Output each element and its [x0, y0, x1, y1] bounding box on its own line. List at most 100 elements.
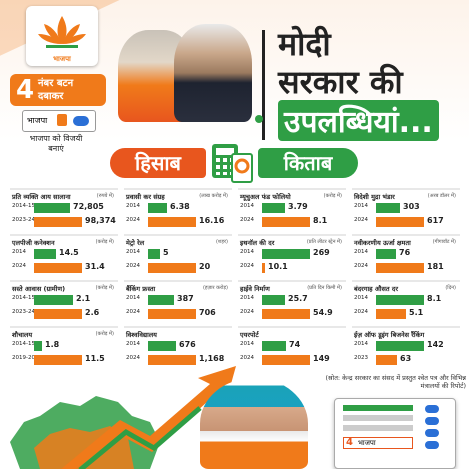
- stat-title: एलपीजी कनेक्शन: [12, 239, 55, 247]
- stat-unit: (प्रति दिन किमी में): [307, 285, 342, 291]
- evm-mini: भाजपा: [22, 110, 96, 132]
- stat-row: 2014 8.1: [354, 294, 458, 306]
- evm-row: [343, 415, 413, 421]
- stat-value: 2.1: [76, 294, 91, 303]
- stat-card: हाईवे निर्माण (प्रति दिन किमी में) 2014 25.…: [238, 280, 346, 324]
- stat-bar: [34, 355, 82, 365]
- stat-year: 2014: [126, 203, 140, 209]
- stat-card: सस्ते आवास (ग्रामीण) (करोड़ में) 2014-15 2.…: [10, 280, 118, 324]
- stat-value: 25.7: [288, 294, 308, 303]
- stat-bar: [376, 355, 397, 365]
- stat-value: 63: [400, 354, 412, 363]
- headline-line2: सरकार की: [278, 63, 403, 101]
- logo-label: भाजपा: [53, 55, 71, 63]
- stat-card: बंदरगाह औसत दर (दिन) 2014 8.1 2024 5.1: [352, 280, 460, 324]
- stat-year: 2014: [240, 341, 254, 347]
- stat-row: 2023-24 98,374: [12, 216, 116, 228]
- stat-value: 10.1: [268, 262, 288, 271]
- stat-value: 142: [427, 340, 444, 349]
- stat-row: 2024 706: [126, 308, 230, 320]
- stat-row: 2014 14.5: [12, 248, 116, 260]
- stat-value: 303: [403, 202, 420, 211]
- stat-bar: [376, 249, 396, 259]
- stat-year: 2024: [12, 263, 26, 269]
- stat-row: 2014 142: [354, 340, 458, 352]
- stat-bar: [262, 203, 285, 213]
- stat-year: 2014-15: [12, 341, 35, 347]
- stat-card: एयरपोर्ट 2014 74 2024 149: [238, 326, 346, 370]
- stat-unit: (करोड़ में): [95, 331, 114, 337]
- stat-unit: (गीगावॉट में): [432, 239, 456, 245]
- stat-unit: (अरब डॉलर में): [427, 193, 456, 199]
- stat-value: 617: [427, 216, 444, 225]
- stat-title: इथनॉल की दर: [240, 239, 275, 247]
- stat-year: 2014: [354, 295, 368, 301]
- growth-arrow-graphic: [61, 366, 236, 469]
- stat-unit: (करोड़ में): [323, 193, 342, 199]
- stat-row: 2023-24 2.6: [12, 308, 116, 320]
- leader-portrait-right: [174, 24, 252, 122]
- stat-row: 2024 16.16: [126, 216, 230, 228]
- stat-bar: [376, 217, 424, 227]
- stat-bar: [148, 249, 160, 259]
- stat-unit: (शहर): [215, 239, 228, 245]
- evm-highlight-row: 4 भाजपा: [343, 437, 413, 449]
- stat-unit: (प्रति लीटर स्ट्रेन में): [306, 239, 342, 245]
- stat-value: 11.5: [85, 354, 105, 363]
- stat-bar: [34, 309, 82, 319]
- evm-row: [343, 405, 413, 411]
- stat-bar: [262, 355, 310, 365]
- stat-row: 2014 269: [240, 248, 344, 260]
- stat-row: 2024 10.1: [240, 262, 344, 274]
- ledger-right: किताब: [258, 148, 358, 178]
- stat-card: ईज़ ऑफ डूइंग बिजनेस रैंकिंग 2014 142 2023 63: [352, 326, 460, 370]
- stat-row: 2024 8.1: [240, 216, 344, 228]
- stat-unit: (दिन): [445, 285, 456, 291]
- stat-title: विदेशी मुद्रा भंडार: [354, 193, 395, 201]
- stat-value: 149: [313, 354, 330, 363]
- evm-button-icon: [73, 116, 89, 126]
- stat-title: शौचालय: [12, 331, 33, 339]
- stat-bar: [34, 263, 82, 273]
- stat-card: प्रति व्यक्ति आय सालाना (रुपये में) 2014-1…: [10, 188, 118, 232]
- stat-title: सस्ते आवास (ग्रामीण): [12, 285, 66, 293]
- stat-bar: [262, 309, 310, 319]
- win-appeal: भाजपा को विजयी बनाएं: [29, 134, 83, 153]
- stat-year: 2014: [12, 249, 26, 255]
- stat-row: 2014 25.7: [240, 294, 344, 306]
- stat-bar: [262, 295, 285, 305]
- stat-year: 2014-15: [12, 203, 35, 209]
- stat-value: 8.1: [313, 216, 328, 225]
- stat-unit: (लाख करोड़ में): [199, 193, 228, 199]
- stat-value: 98,374: [85, 216, 116, 225]
- stat-row: 2014-15 1.8: [12, 340, 116, 352]
- stat-row: 2024 617: [354, 216, 458, 228]
- stat-title: बैंकिंग फ्रस्ता: [126, 285, 156, 293]
- stat-value: 5: [163, 248, 169, 257]
- stat-title: एयरपोर्ट: [240, 331, 259, 339]
- stat-value: 1.8: [45, 340, 60, 349]
- stat-title: प्रति व्यक्ति आय सालाना: [12, 193, 71, 201]
- stat-bar: [34, 249, 56, 259]
- stat-title: नवीकरणीय ऊर्जा क्षमता: [354, 239, 411, 247]
- stat-year: 2024: [126, 217, 140, 223]
- stat-card: विश्वविद्यालय 2014 676 2024 1,168: [124, 326, 232, 370]
- stat-card: शौचालय (करोड़ में) 2014-15 1.8 2019-20 11.5: [10, 326, 118, 370]
- stat-bar: [148, 309, 196, 319]
- lotus-icon: [38, 16, 86, 48]
- stat-value: 31.4: [85, 262, 105, 271]
- headline-line3: उपलब्धियां...: [278, 100, 439, 141]
- stat-value: 676: [179, 340, 196, 349]
- stat-bar: [262, 341, 286, 351]
- stat-bar: [148, 341, 176, 351]
- stat-row: 2014 3.79: [240, 202, 344, 214]
- stat-value: 2.6: [85, 308, 100, 317]
- stat-title: बंदरगाह औसत दर: [354, 285, 399, 293]
- stat-value: 181: [427, 262, 444, 271]
- stat-bar: [376, 295, 424, 305]
- stat-value: 20: [199, 262, 211, 271]
- stat-card: इथनॉल की दर (प्रति लीटर स्ट्रेन में) 2014 2…: [238, 234, 346, 278]
- headline-line1: मोदी: [278, 25, 331, 63]
- stat-year: 2014: [354, 203, 368, 209]
